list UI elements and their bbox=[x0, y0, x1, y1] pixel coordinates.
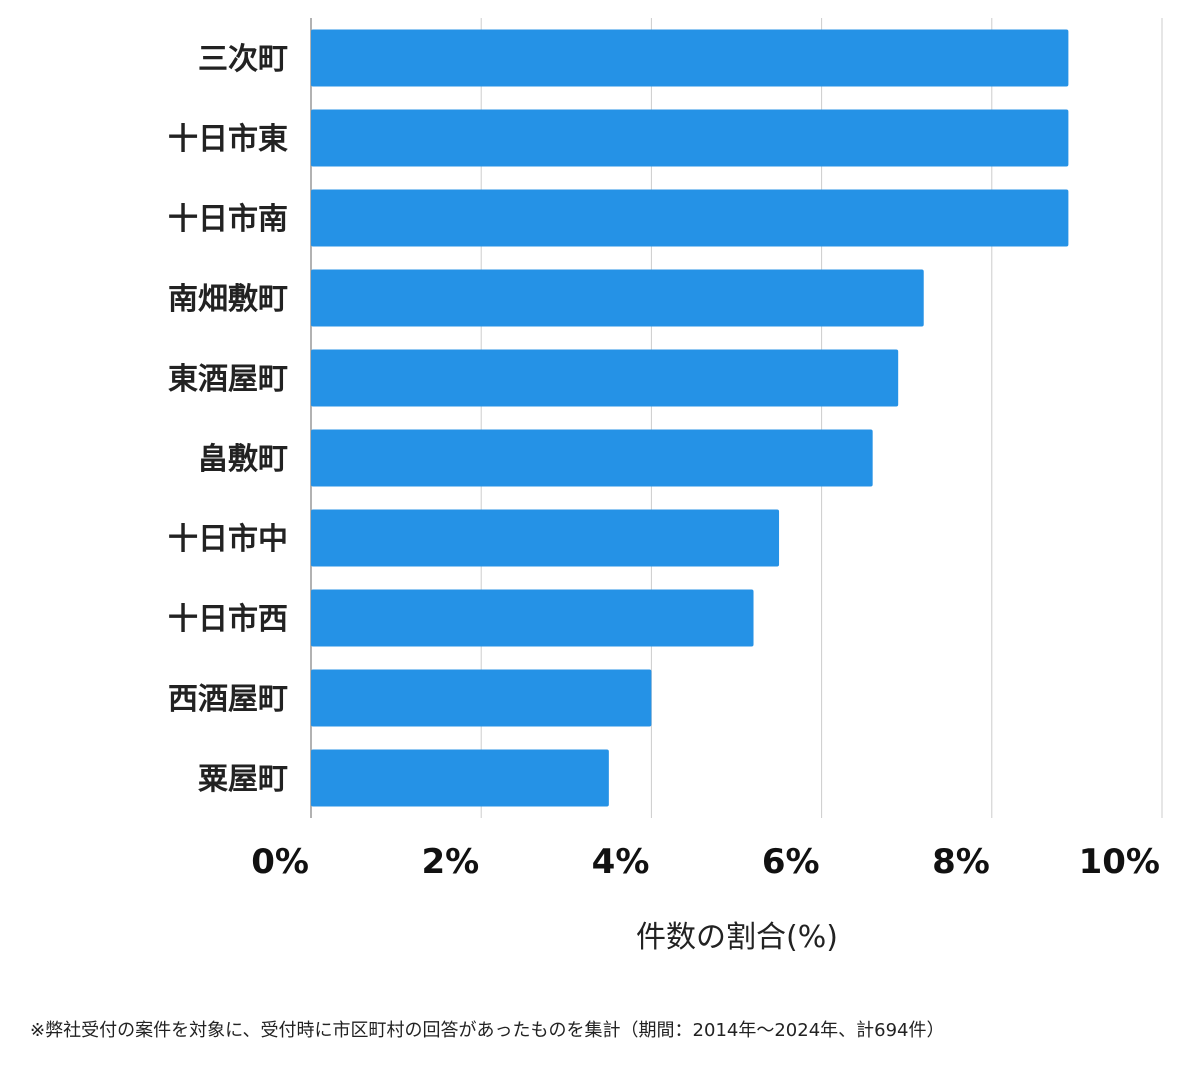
bar bbox=[311, 749, 609, 807]
x-tick-label: 10% bbox=[1079, 842, 1160, 882]
bar bbox=[311, 589, 754, 647]
bar bbox=[311, 269, 924, 327]
category-label: 十日市東 bbox=[168, 122, 288, 157]
footnote: ※弊社受付の案件を対象に、受付時に市区町村の回答があったものを集計（期間：201… bbox=[30, 1020, 945, 1041]
x-axis-title: 件数の割合(%) bbox=[636, 920, 838, 955]
category-label: 南畑敷町 bbox=[168, 282, 288, 317]
bar bbox=[311, 349, 899, 407]
bar bbox=[311, 189, 1069, 247]
x-tick-labels: 0% 2% 4% 6% 8% 10% bbox=[251, 842, 1160, 882]
category-label: 十日市中 bbox=[168, 522, 288, 557]
category-label: 三次町 bbox=[198, 42, 288, 77]
x-tick-label: 2% bbox=[421, 842, 479, 882]
x-tick-label: 6% bbox=[762, 842, 820, 882]
x-tick-label: 8% bbox=[932, 842, 990, 882]
bar bbox=[311, 429, 873, 487]
x-tick-label: 0% bbox=[251, 842, 309, 882]
bar bbox=[311, 29, 1069, 87]
bar bbox=[311, 509, 780, 567]
bar bbox=[311, 669, 652, 727]
category-label: 粟屋町 bbox=[198, 762, 288, 797]
category-label: 十日市南 bbox=[168, 202, 288, 237]
category-label: 十日市西 bbox=[168, 602, 288, 637]
bar bbox=[311, 109, 1069, 167]
x-tick-label: 4% bbox=[592, 842, 650, 882]
category-label: 西酒屋町 bbox=[168, 682, 288, 717]
category-label: 畠敷町 bbox=[198, 442, 288, 477]
category-label: 東酒屋町 bbox=[168, 362, 288, 397]
bars bbox=[311, 29, 1069, 807]
